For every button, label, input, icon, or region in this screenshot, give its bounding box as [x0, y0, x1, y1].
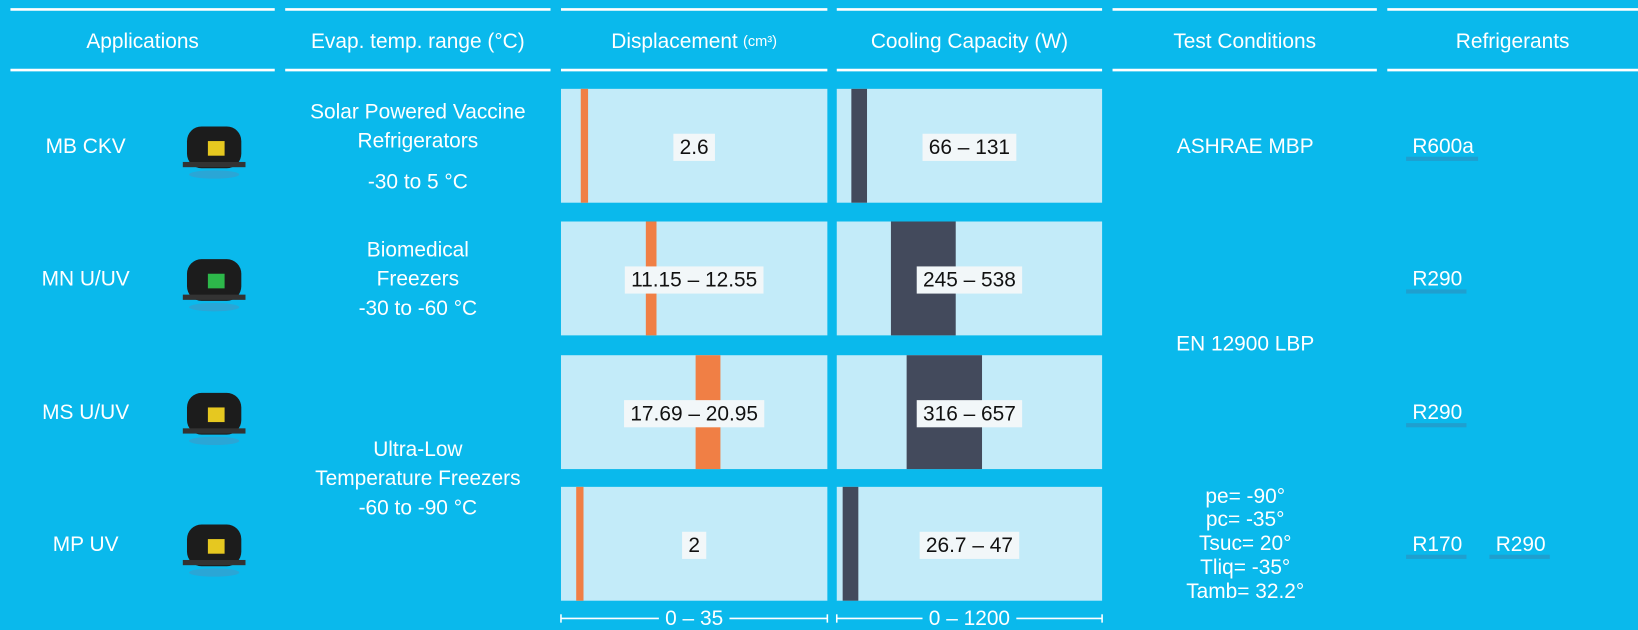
scale-label: 0 – 35 — [665, 607, 723, 630]
application-name: Solar Powered Vaccine — [310, 100, 525, 123]
value-label-bg — [922, 133, 1017, 161]
application-name: Biomedical — [367, 238, 469, 261]
icon-shadow — [189, 568, 240, 577]
scale-label: 0 – 1200 — [929, 607, 1010, 630]
refrigerant-underline — [1406, 156, 1479, 161]
icon-foot — [182, 161, 246, 168]
scale-label-bg — [922, 610, 1017, 627]
model-name: MP UV — [53, 533, 119, 556]
model-name: MN U/UV — [42, 268, 130, 291]
test-condition: EN 12900 LBP — [1176, 332, 1314, 355]
scale-label-bg — [658, 610, 730, 627]
test-condition: Tliq= -35° — [1200, 556, 1290, 579]
compressor-icon — [182, 524, 246, 577]
model-name: MS U/UV — [42, 401, 129, 424]
application-name: Temperature Freezers — [315, 467, 520, 490]
model-name: MB CKV — [46, 135, 126, 158]
value-label-bg — [919, 531, 1020, 559]
refrigerant-underline — [1406, 423, 1467, 428]
refrigerant: R290 — [1496, 533, 1546, 556]
icon-box — [207, 273, 225, 289]
compressor-icon — [182, 392, 246, 446]
compressor-icon — [182, 126, 246, 179]
range-bar — [576, 486, 584, 601]
refrigerant: R170 — [1412, 533, 1462, 556]
icon-box — [207, 407, 225, 423]
application-name: Refrigerators — [358, 130, 479, 153]
icon-foot — [182, 428, 246, 434]
icon-box — [207, 539, 225, 554]
value-label: 17.69 – 20.95 — [630, 402, 758, 425]
application-name: Ultra-Low — [373, 438, 463, 461]
compressor-icon — [182, 259, 246, 312]
refrigerant-underline — [1406, 554, 1467, 559]
value-label: 2.6 — [680, 136, 709, 159]
value-label-bg — [673, 133, 715, 161]
value-label-bg — [916, 400, 1023, 428]
test-condition: Tsuc= 20° — [1199, 532, 1291, 555]
icon-shadow — [189, 302, 240, 312]
column-header: Applications — [86, 29, 199, 52]
value-label-bg — [624, 400, 765, 428]
range-bar — [851, 88, 868, 203]
column-header: Test Conditions — [1173, 29, 1316, 52]
refrigerant: R290 — [1412, 268, 1462, 291]
icon-shadow — [189, 170, 240, 179]
column-header: Displacement (cm³) — [611, 29, 777, 52]
test-condition: pe= -90° — [1205, 485, 1285, 508]
refrigerant-underline — [1489, 554, 1550, 559]
value-label-bg — [624, 266, 764, 294]
test-condition: pc= -35° — [1206, 508, 1285, 531]
icon-shadow — [189, 436, 240, 446]
column-header: Evap. temp. range (°C) — [311, 29, 525, 52]
unit: (cm³) — [743, 34, 777, 50]
range-bar — [842, 486, 859, 601]
column-header-text: Refrigerants — [1456, 29, 1570, 52]
column-header: Cooling Capacity (W) — [871, 29, 1068, 52]
column-header-text: Applications — [86, 29, 199, 52]
column-header-text: Test Conditions — [1173, 29, 1316, 52]
column-header-text: Displacement — [611, 29, 738, 52]
icon-foot — [182, 559, 246, 566]
refrigerant: R290 — [1412, 401, 1462, 424]
value-label: 2 — [688, 534, 700, 557]
value-label: 26.7 – 47 — [926, 534, 1013, 557]
temp-range: -30 to 5 °C — [368, 170, 468, 193]
value-label: 11.15 – 12.55 — [631, 269, 757, 292]
icon-foot — [182, 294, 246, 300]
test-condition: ASHRAE MBP — [1177, 135, 1314, 158]
temp-range: -60 to -90 °C — [359, 496, 478, 519]
value-label-bg — [682, 531, 707, 559]
icon-box — [207, 141, 225, 156]
refrigerant: R600a — [1412, 135, 1474, 158]
value-label: 316 – 657 — [923, 402, 1016, 425]
range-bar — [580, 88, 589, 203]
test-condition: Tamb= 32.2° — [1186, 580, 1304, 603]
column-header-text: Cooling Capacity (W) — [871, 29, 1068, 52]
column-header: Refrigerants — [1456, 29, 1570, 52]
refrigerant-underline — [1406, 289, 1467, 294]
value-label: 245 – 538 — [923, 269, 1016, 292]
column-header-text: Evap. temp. range (°C) — [311, 29, 525, 52]
application-name: Freezers — [377, 268, 459, 291]
temp-range: -30 to -60 °C — [359, 297, 478, 320]
value-label: 66 – 131 — [929, 136, 1010, 159]
value-label-bg — [916, 266, 1023, 294]
